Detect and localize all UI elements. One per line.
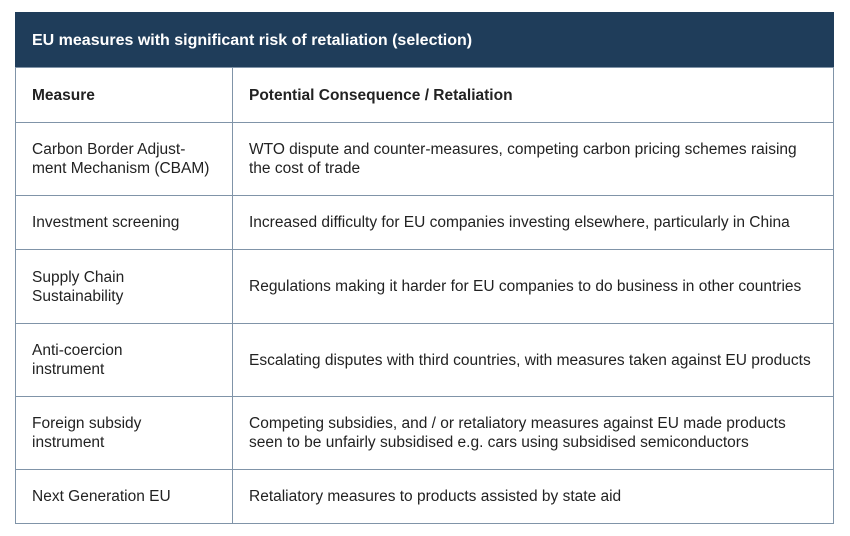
retaliation-table: EU measures with significant risk of ret… xyxy=(15,12,834,524)
table-row: Carbon Border Adjust- ment Mechanism (CB… xyxy=(15,122,834,196)
consequence-cell: Retaliatory measures to products assiste… xyxy=(232,469,834,524)
consequence-cell: Regulations making it harder for EU comp… xyxy=(232,249,834,324)
consequence-cell: Escalating disputes with third countries… xyxy=(232,323,834,397)
consequence-cell: WTO dispute and counter-measures, compet… xyxy=(232,122,834,196)
header-row: Measure Potential Consequence / Retaliat… xyxy=(15,67,834,123)
table-row: Next Generation EU Retaliatory measures … xyxy=(15,469,834,524)
measure-cell: Supply Chain Sustainability xyxy=(15,249,233,324)
header-consequence: Potential Consequence / Retaliation xyxy=(232,67,834,123)
header-measure: Measure xyxy=(15,67,233,123)
measure-cell: Foreign subsidy instrument xyxy=(15,396,233,470)
consequence-cell: Increased difficulty for EU companies in… xyxy=(232,195,834,250)
table-row: Foreign subsidy instrument Competing sub… xyxy=(15,396,834,470)
consequence-cell: Competing subsidies, and / or retaliator… xyxy=(232,396,834,470)
table-row: Supply Chain Sustainability Regulations … xyxy=(15,249,834,324)
table-row: Anti-coercion instrument Escalating disp… xyxy=(15,323,834,397)
measure-cell: Anti-coercion instrument xyxy=(15,323,233,397)
table-row: Investment screening Increased difficult… xyxy=(15,195,834,250)
table-title: EU measures with significant risk of ret… xyxy=(15,12,834,67)
measure-cell: Investment screening xyxy=(15,195,233,250)
measure-cell: Carbon Border Adjust- ment Mechanism (CB… xyxy=(15,122,233,196)
measure-cell: Next Generation EU xyxy=(15,469,233,524)
